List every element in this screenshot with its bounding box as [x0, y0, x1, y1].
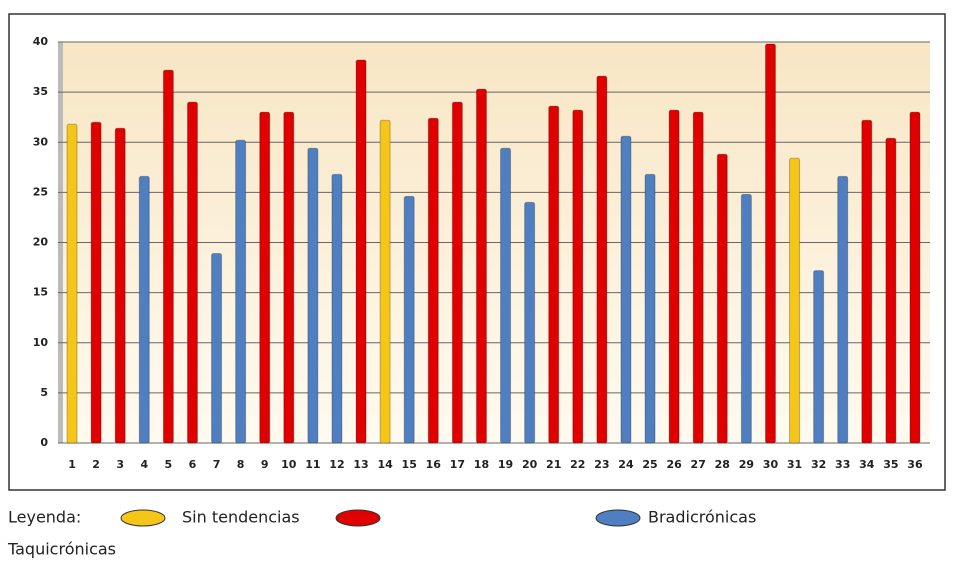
bar [740, 193, 752, 444]
x-tick-label: 1 [68, 458, 76, 471]
y-tick-label: 40 [33, 35, 49, 48]
x-tick-label: 30 [763, 458, 779, 471]
bar [885, 137, 897, 444]
bar [186, 101, 198, 444]
x-tick-label: 9 [261, 458, 269, 471]
x-tick-label: 34 [859, 458, 875, 471]
x-tick-label: 27 [691, 458, 706, 471]
bar [451, 101, 463, 444]
bar [403, 195, 415, 444]
x-tick-label: 15 [402, 458, 417, 471]
y-tick-label: 20 [33, 236, 49, 249]
x-tick-label: 20 [522, 458, 538, 471]
y-tick-label: 5 [40, 386, 48, 399]
bar [716, 153, 728, 444]
x-tick-label: 23 [594, 458, 609, 471]
bar [789, 157, 801, 444]
y-tick-label: 15 [33, 286, 48, 299]
legend-swatch [595, 509, 641, 527]
bar [644, 173, 656, 444]
bar [211, 253, 223, 444]
x-tick-label: 33 [835, 458, 850, 471]
bar [475, 88, 487, 444]
x-tick-label: 21 [546, 458, 561, 471]
legend-label: Taquicrónicas [7, 540, 116, 559]
bar [524, 201, 536, 444]
x-tick-label: 29 [739, 458, 754, 471]
x-tick-label: 14 [377, 458, 393, 471]
bar [138, 175, 150, 444]
x-tick-label: 2 [92, 458, 100, 471]
bar [572, 109, 584, 444]
bar [668, 109, 680, 444]
legend-title: Leyenda: [8, 508, 81, 527]
x-tick-label: 4 [140, 458, 148, 471]
x-tick-label: 19 [498, 458, 513, 471]
x-tick-label: 7 [213, 458, 221, 471]
x-tick-label: 16 [426, 458, 442, 471]
legend-swatch [335, 509, 381, 527]
x-tick-label: 10 [281, 458, 297, 471]
bar [427, 117, 439, 444]
x-tick-label: 31 [787, 458, 802, 471]
x-tick-label: 11 [305, 458, 320, 471]
bar [114, 127, 126, 444]
bar [379, 119, 391, 444]
y-tick-label: 35 [33, 85, 48, 98]
y-tick-label: 25 [33, 185, 48, 198]
x-tick-label: 32 [811, 458, 826, 471]
bar [235, 139, 247, 444]
bar [837, 175, 849, 444]
legend-label: Sin tendencias [182, 508, 300, 527]
x-tick-label: 18 [474, 458, 489, 471]
x-tick-label: 13 [353, 458, 368, 471]
y-tick-label: 0 [40, 436, 48, 449]
x-tick-label: 25 [642, 458, 657, 471]
legend-label: Bradicrónicas [648, 508, 756, 527]
y-tick-label: 10 [33, 336, 49, 349]
x-tick-label: 24 [618, 458, 634, 471]
x-tick-label: 28 [715, 458, 730, 471]
x-tick-label: 26 [666, 458, 682, 471]
x-tick-label: 8 [237, 458, 245, 471]
x-tick-label: 3 [116, 458, 124, 471]
x-tick-label: 36 [907, 458, 923, 471]
bar [813, 270, 825, 444]
bar [283, 111, 295, 444]
bar [596, 75, 608, 444]
bar [90, 121, 102, 444]
x-tick-label: 12 [329, 458, 344, 471]
bar [764, 43, 776, 444]
bar [692, 111, 704, 444]
legend-swatch [120, 509, 166, 527]
bar [861, 119, 873, 444]
bar [500, 147, 512, 444]
bar [620, 135, 632, 444]
x-tick-label: 35 [883, 458, 898, 471]
y-tick-label: 30 [33, 135, 49, 148]
bar [331, 173, 343, 444]
bar [307, 147, 319, 444]
bar [548, 105, 560, 444]
bar [909, 111, 921, 444]
x-tick-label: 5 [165, 458, 173, 471]
bar [162, 69, 174, 444]
bar [259, 111, 271, 444]
bar [66, 123, 78, 444]
x-tick-label: 6 [189, 458, 197, 471]
bar [355, 59, 367, 444]
x-tick-label: 22 [570, 458, 585, 471]
x-tick-label: 17 [450, 458, 465, 471]
